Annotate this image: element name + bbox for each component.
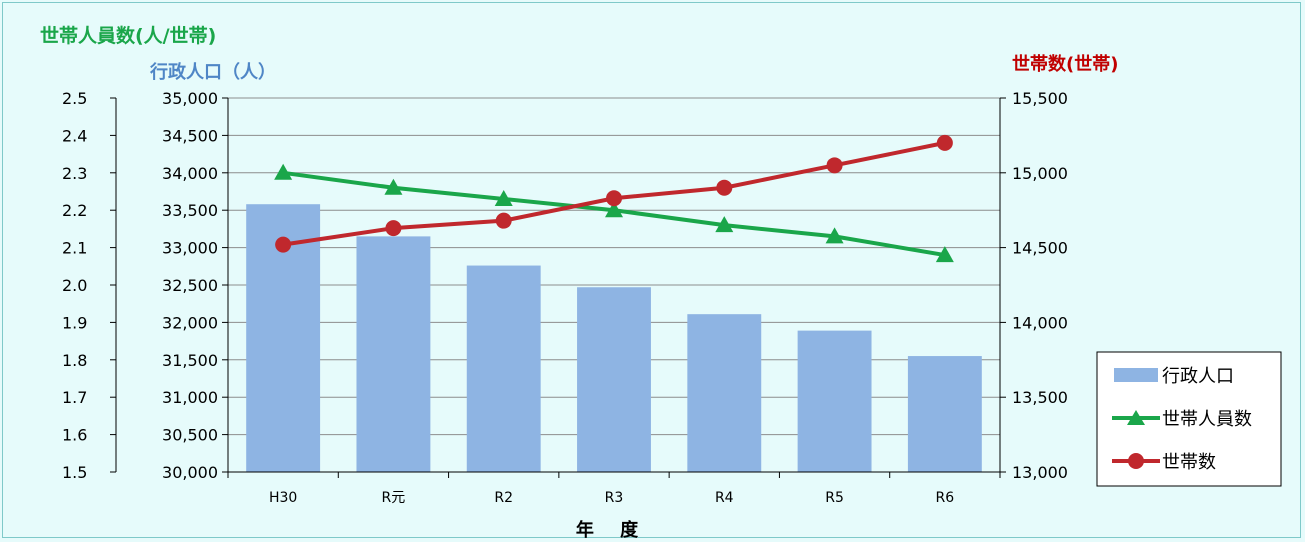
households-point (495, 212, 512, 229)
x-tick-label: R3 (605, 490, 624, 506)
right-axis-title-households: 世帯数(世帯) (1012, 53, 1118, 75)
persons-tick-label: 2.0 (62, 276, 87, 295)
persons-point (605, 201, 623, 218)
population-tick-label: 33,500 (162, 201, 218, 220)
legend-marker-households (1128, 453, 1144, 469)
legend: 行政人口 世帯人員数 世帯数 (1096, 351, 1282, 487)
population-tick-label: 34,500 (162, 126, 218, 145)
population-bar (466, 265, 541, 472)
x-tick-label: R元 (382, 490, 406, 506)
x-axis-title: 年 度 (576, 519, 648, 541)
population-tick-label: 33,000 (162, 239, 218, 258)
persons-tick-label: 2.5 (62, 89, 87, 108)
households-point (826, 157, 843, 174)
persons-tick-label: 1.9 (62, 313, 87, 332)
households-tick-label: 14,000 (1012, 313, 1068, 332)
left-axis-title-population: 行政人口（人） (149, 61, 276, 83)
persons-tick-label: 2.1 (62, 239, 87, 258)
population-tick-label: 35,000 (162, 89, 218, 108)
axes: 30,000 30,500 31,000 31,500 32,000 32,500 33,0… (62, 89, 1068, 506)
households-point (936, 134, 953, 151)
persons-point (715, 216, 734, 233)
x-tick-label: R5 (825, 490, 844, 506)
population-tick-label: 31,000 (162, 388, 218, 407)
persons-point (274, 163, 293, 180)
legend-swatch-population (1114, 368, 1158, 382)
households-tick-label: 14,500 (1012, 239, 1068, 258)
households-point (385, 220, 402, 237)
series-lines (274, 134, 954, 263)
persons-point (935, 246, 954, 263)
population-tick-label: 32,000 (162, 313, 218, 332)
population-tick-label: 31,500 (162, 351, 218, 370)
x-tick-label: R6 (936, 490, 955, 506)
population-tick-label: 30,000 (162, 463, 218, 482)
x-tick-label: R2 (494, 490, 513, 506)
legend-marker-persons (1127, 410, 1145, 425)
persons-tick-label: 1.5 (62, 463, 87, 482)
population-bar (577, 287, 651, 472)
households-tick-label: 13,500 (1012, 388, 1068, 407)
population-bar (907, 356, 982, 472)
persons-tick-label: 1.7 (62, 388, 87, 407)
x-tick-label: R4 (715, 490, 734, 506)
x-tick-label: H30 (269, 490, 297, 506)
persons-tick-label: 2.2 (62, 201, 87, 220)
persons-tick-label: 1.6 (62, 426, 87, 445)
legend-label-population: 行政人口 (1162, 366, 1234, 387)
legend-label-persons: 世帯人員数 (1162, 409, 1252, 430)
households-point (716, 179, 733, 196)
population-tick-label: 34,000 (162, 164, 218, 183)
left-axis-title-persons: 世帯人員数(人/世帯) (40, 24, 216, 47)
persons-point (384, 178, 403, 195)
population-bar (356, 236, 431, 472)
households-point (606, 190, 622, 207)
households-tick-label: 13,000 (1012, 463, 1068, 482)
legend-label-households: 世帯数 (1162, 452, 1216, 473)
population-tick-label: 32,500 (162, 276, 218, 295)
persons-tick-label: 1.8 (62, 351, 87, 370)
persons-point (494, 189, 513, 206)
households-tick-label: 15,000 (1012, 164, 1068, 183)
population-bar (687, 314, 762, 472)
households-tick-label: 15,500 (1012, 89, 1068, 108)
households-point (275, 236, 292, 253)
persons-tick-label: 2.3 (62, 164, 87, 183)
population-bar (797, 330, 872, 472)
persons-point (825, 227, 844, 244)
persons-tick-label: 2.4 (62, 126, 87, 145)
population-tick-label: 30,500 (162, 426, 218, 445)
